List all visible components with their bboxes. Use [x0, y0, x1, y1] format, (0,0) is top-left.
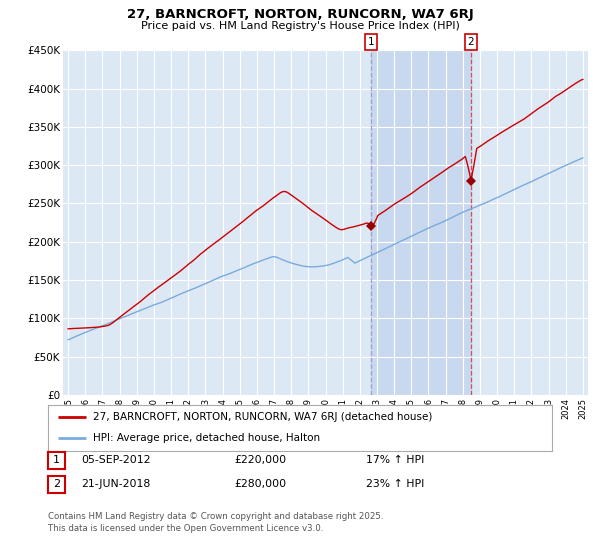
Text: £280,000: £280,000: [234, 479, 286, 489]
Text: 27, BARNCROFT, NORTON, RUNCORN, WA7 6RJ: 27, BARNCROFT, NORTON, RUNCORN, WA7 6RJ: [127, 8, 473, 21]
Text: 23% ↑ HPI: 23% ↑ HPI: [366, 479, 424, 489]
Text: Contains HM Land Registry data © Crown copyright and database right 2025.
This d: Contains HM Land Registry data © Crown c…: [48, 512, 383, 533]
Text: 1: 1: [53, 455, 60, 465]
Text: 21-JUN-2018: 21-JUN-2018: [81, 479, 150, 489]
Text: £220,000: £220,000: [234, 455, 286, 465]
Text: 2: 2: [53, 479, 60, 489]
Text: HPI: Average price, detached house, Halton: HPI: Average price, detached house, Halt…: [94, 433, 320, 444]
Text: 05-SEP-2012: 05-SEP-2012: [81, 455, 151, 465]
Bar: [371, 50, 471, 395]
Text: 27, BARNCROFT, NORTON, RUNCORN, WA7 6RJ (detached house): 27, BARNCROFT, NORTON, RUNCORN, WA7 6RJ …: [94, 412, 433, 422]
Text: 1: 1: [368, 37, 374, 47]
Text: 2: 2: [467, 37, 474, 47]
Text: Price paid vs. HM Land Registry's House Price Index (HPI): Price paid vs. HM Land Registry's House …: [140, 21, 460, 31]
Text: 17% ↑ HPI: 17% ↑ HPI: [366, 455, 424, 465]
